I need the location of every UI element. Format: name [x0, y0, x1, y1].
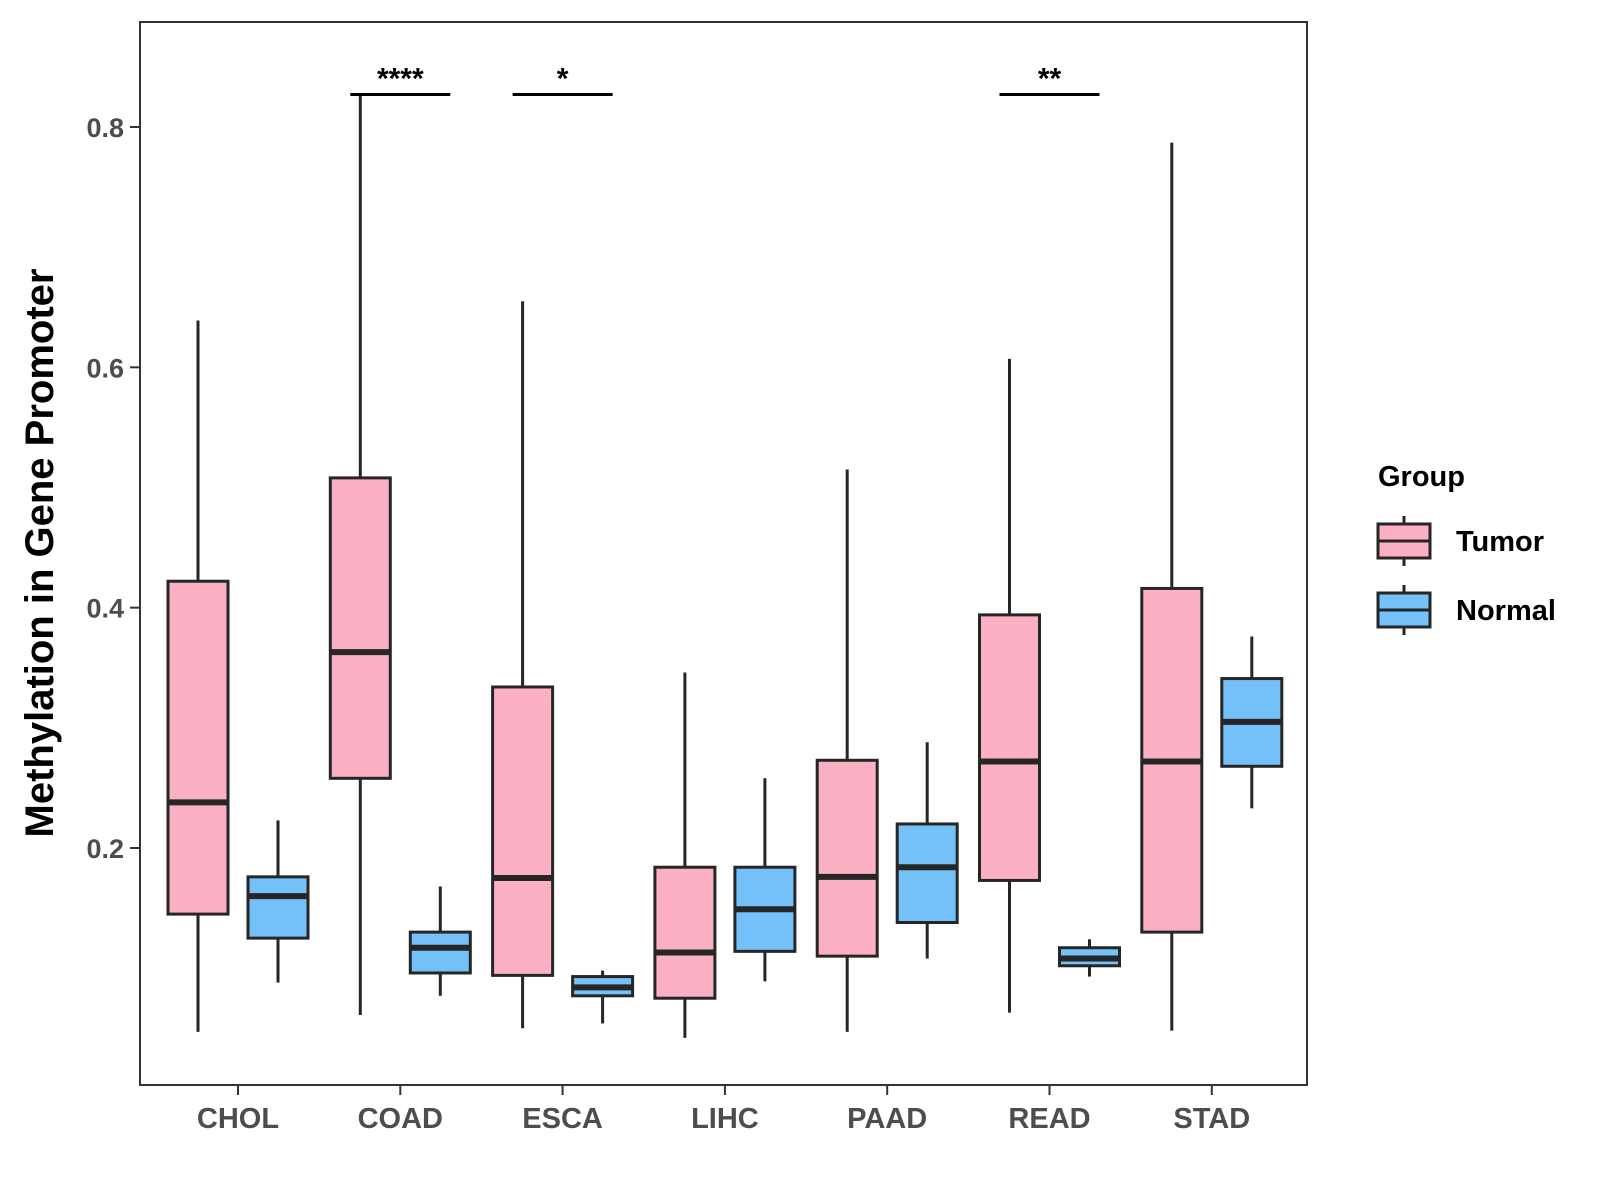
x-tick-label-chol: CHOL: [197, 1103, 279, 1135]
significance-label: *: [557, 63, 569, 96]
x-axis: CHOL COAD ESCA LIHC PAAD READ STAD: [197, 1085, 1250, 1135]
box-normal-lihc: [733, 778, 797, 982]
y-axis-label: Methylation in Gene Promoter: [18, 269, 62, 838]
box-tumor-chol: [166, 320, 230, 1032]
legend-label-normal: Normal: [1456, 595, 1556, 627]
box-normal-chol: [246, 820, 310, 983]
box-body: [653, 865, 717, 1000]
box-normal-coad: [408, 886, 472, 996]
box-tumor-paad: [815, 469, 879, 1032]
box-body: [246, 875, 310, 940]
box-normal-esca: [571, 970, 635, 1024]
legend-entry-tumor: Tumor: [1376, 516, 1544, 566]
box-tumor-lihc: [653, 672, 717, 1038]
y-axis: 0.2 0.4 0.6 0.8: [86, 113, 140, 864]
legend-entry-normal: Normal: [1376, 585, 1556, 635]
legend-label-tumor: Tumor: [1456, 526, 1544, 558]
y-tick-label: 0.4: [86, 594, 124, 624]
box-tumor-coad: [328, 95, 392, 1016]
significance-esca: *: [512, 63, 613, 97]
significance-read: **: [999, 63, 1100, 97]
box-series: [166, 95, 1284, 1038]
y-tick-label: 0.6: [86, 353, 124, 383]
significance-coad: ****: [350, 63, 451, 97]
significance-label: ****: [377, 63, 424, 96]
box-normal-paad: [895, 742, 959, 959]
box-body: [166, 579, 230, 916]
box-tumor-esca: [491, 301, 555, 1029]
box-body: [978, 613, 1041, 882]
legend-title: Group: [1378, 461, 1465, 493]
x-tick-label-coad: COAD: [358, 1103, 443, 1135]
y-tick-label: 0.2: [86, 834, 124, 864]
x-tick-label-esca: ESCA: [522, 1103, 603, 1135]
box-body: [815, 758, 879, 958]
box-normal-read: [1058, 939, 1121, 977]
box-body: [408, 930, 472, 975]
plot-panel-border: [139, 21, 1308, 1086]
x-tick-label-read: READ: [1008, 1103, 1090, 1135]
box-tumor-stad: [1140, 142, 1204, 1031]
x-tick-label-paad: PAAD: [847, 1103, 927, 1135]
legend: Group Tumor Normal: [1376, 461, 1556, 635]
significance-label: **: [1038, 63, 1062, 96]
box-body: [895, 822, 959, 925]
box-normal-stad: [1220, 636, 1284, 809]
significance-annotations: **** * **: [350, 63, 1100, 97]
y-tick-label: 0.8: [86, 113, 124, 143]
box-tumor-read: [978, 358, 1041, 1013]
x-tick-label-lihc: LIHC: [691, 1103, 759, 1135]
box-body: [328, 476, 392, 780]
box-body: [491, 685, 555, 977]
x-tick-label-stad: STAD: [1173, 1103, 1250, 1135]
